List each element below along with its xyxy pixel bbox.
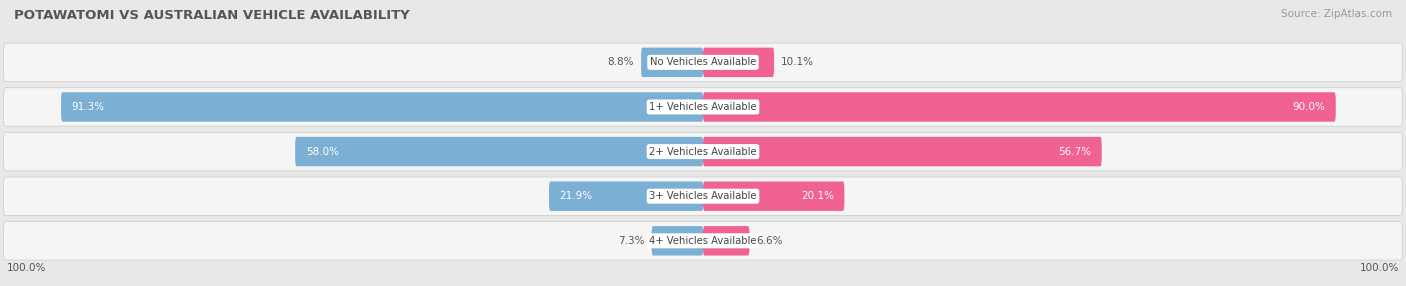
Text: POTAWATOMI VS AUSTRALIAN VEHICLE AVAILABILITY: POTAWATOMI VS AUSTRALIAN VEHICLE AVAILAB…: [14, 9, 409, 21]
Text: 21.9%: 21.9%: [560, 191, 593, 201]
FancyBboxPatch shape: [60, 92, 703, 122]
Text: 56.7%: 56.7%: [1057, 147, 1091, 156]
Text: 91.3%: 91.3%: [72, 102, 105, 112]
FancyBboxPatch shape: [295, 137, 703, 166]
FancyBboxPatch shape: [641, 48, 703, 77]
FancyBboxPatch shape: [703, 48, 775, 77]
Text: 10.1%: 10.1%: [782, 57, 814, 67]
Text: 58.0%: 58.0%: [307, 147, 339, 156]
Text: 6.6%: 6.6%: [756, 236, 783, 246]
FancyBboxPatch shape: [703, 137, 1102, 166]
FancyBboxPatch shape: [703, 182, 845, 211]
Text: 100.0%: 100.0%: [1360, 263, 1399, 273]
FancyBboxPatch shape: [703, 226, 749, 255]
Text: 8.8%: 8.8%: [607, 57, 634, 67]
Text: 90.0%: 90.0%: [1292, 102, 1324, 112]
FancyBboxPatch shape: [651, 226, 703, 255]
Text: 3+ Vehicles Available: 3+ Vehicles Available: [650, 191, 756, 201]
Text: 1+ Vehicles Available: 1+ Vehicles Available: [650, 102, 756, 112]
FancyBboxPatch shape: [3, 43, 1403, 82]
Text: No Vehicles Available: No Vehicles Available: [650, 57, 756, 67]
FancyBboxPatch shape: [703, 92, 1336, 122]
Text: 4+ Vehicles Available: 4+ Vehicles Available: [650, 236, 756, 246]
FancyBboxPatch shape: [3, 132, 1403, 171]
FancyBboxPatch shape: [3, 177, 1403, 215]
FancyBboxPatch shape: [3, 222, 1403, 260]
Text: 2+ Vehicles Available: 2+ Vehicles Available: [650, 147, 756, 156]
Text: Source: ZipAtlas.com: Source: ZipAtlas.com: [1281, 9, 1392, 19]
FancyBboxPatch shape: [3, 88, 1403, 126]
Text: 20.1%: 20.1%: [801, 191, 834, 201]
Text: 7.3%: 7.3%: [619, 236, 644, 246]
FancyBboxPatch shape: [548, 182, 703, 211]
Text: 100.0%: 100.0%: [7, 263, 46, 273]
